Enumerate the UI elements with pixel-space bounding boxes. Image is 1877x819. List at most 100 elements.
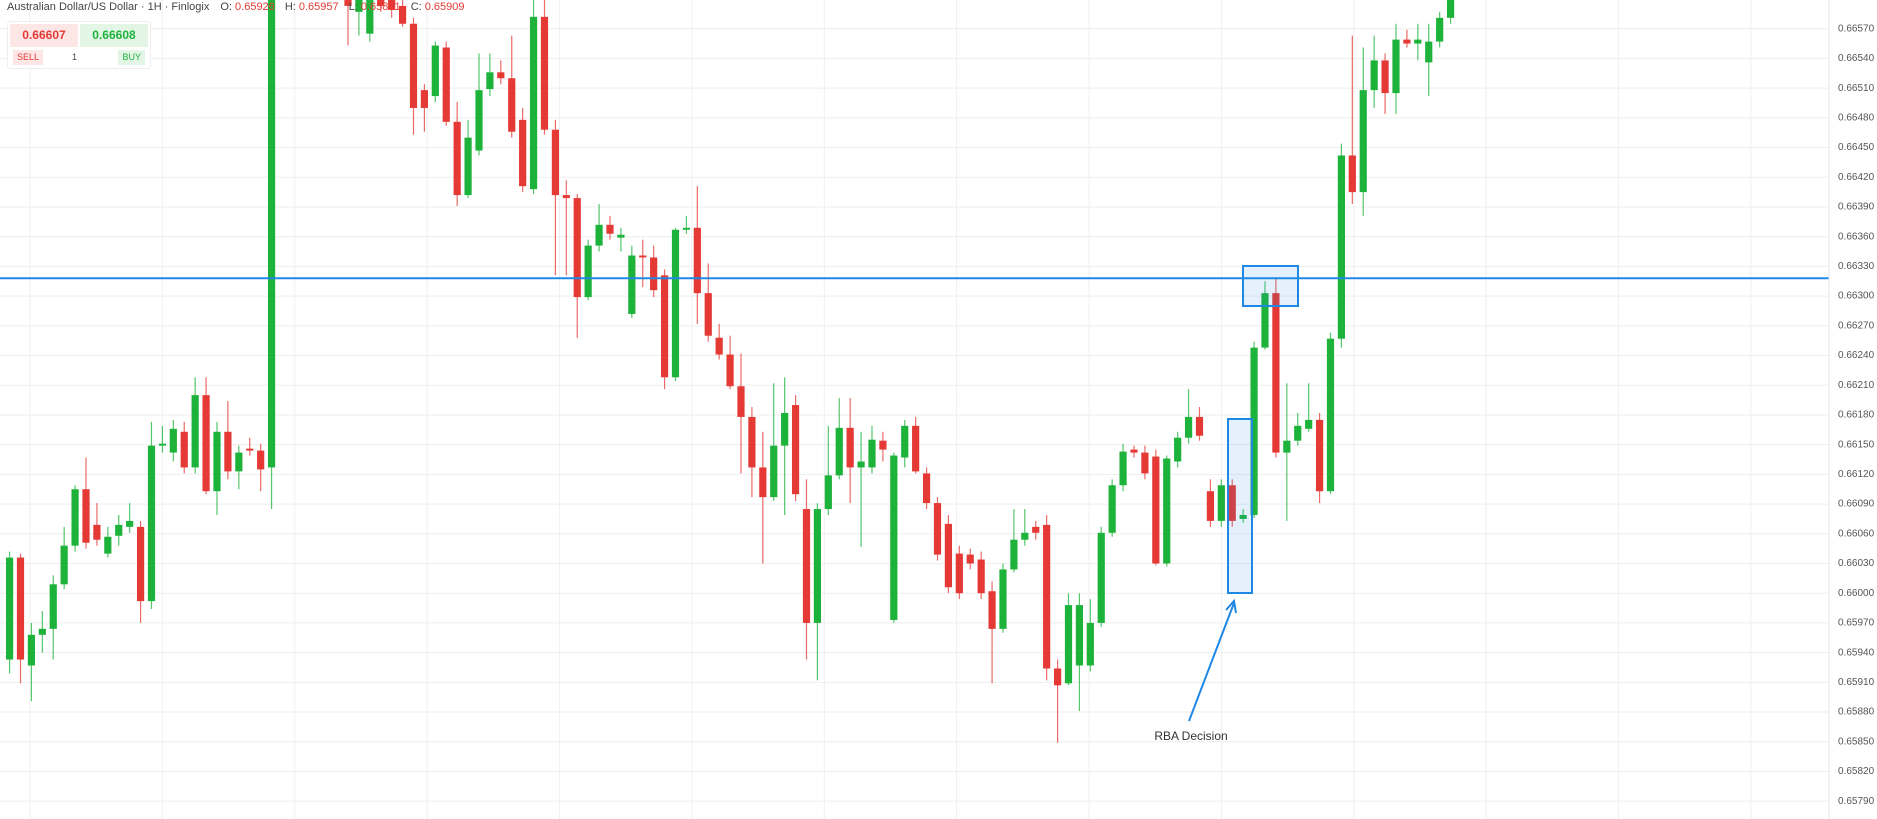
candle-body <box>944 523 953 588</box>
candle-body <box>1239 514 1247 519</box>
candle-body <box>38 628 46 635</box>
candle-body <box>606 224 614 234</box>
candle-body <box>1010 539 1018 570</box>
candle-body <box>540 16 549 130</box>
candle-body <box>922 473 931 504</box>
candle-body <box>1272 293 1280 453</box>
candle-body <box>1021 532 1029 540</box>
candle-body <box>1064 605 1073 684</box>
candle-body <box>1195 416 1204 436</box>
candle-body <box>1359 90 1367 193</box>
candle-body <box>1119 451 1127 486</box>
y-tick-label: 0.66330 <box>1838 261 1875 272</box>
trade-panel: 0.66607 0.66608 SELL 1 BUY <box>7 21 151 69</box>
candle-body <box>104 536 112 554</box>
candle-body <box>1130 449 1138 453</box>
candle-body <box>1348 155 1356 193</box>
ohlc-value: 0.65957 <box>298 1 339 13</box>
candle-body <box>1261 293 1269 348</box>
y-tick-label: 0.66120 <box>1838 469 1875 480</box>
candle-body <box>1228 485 1236 521</box>
candles <box>0 0 1829 743</box>
candle-body <box>846 427 854 468</box>
candle-body <box>191 395 199 468</box>
candle-body <box>136 526 145 602</box>
candle-body <box>726 354 734 387</box>
y-tick-label: 0.66030 <box>1838 558 1875 569</box>
candle-body <box>126 520 134 527</box>
candle-body <box>584 245 592 298</box>
candle-body <box>813 509 822 623</box>
candle-body <box>890 455 898 620</box>
candle-body <box>824 475 832 510</box>
annotation-arrow <box>1188 602 1235 722</box>
y-tick-label: 0.65910 <box>1838 677 1875 688</box>
y-tick-label: 0.65940 <box>1838 647 1875 658</box>
highlight-box <box>1242 265 1299 307</box>
candle-body <box>1425 41 1433 63</box>
candle-body <box>27 634 36 666</box>
y-tick-label: 0.66360 <box>1838 231 1875 242</box>
candle-body <box>442 47 450 122</box>
candle-body <box>60 545 68 585</box>
y-tick-label: 0.65820 <box>1838 766 1875 777</box>
candle-body <box>933 503 942 555</box>
candle-body <box>999 569 1007 629</box>
candle-body <box>1075 605 1084 666</box>
symbol-header: Australian Dollar/US Dollar · 1H · Finlo… <box>7 1 471 13</box>
candle-body <box>5 557 14 660</box>
y-tick-label: 0.66270 <box>1838 320 1875 331</box>
candle-body <box>1446 0 1455 18</box>
candle-body <box>1032 526 1040 533</box>
y-tick-label: 0.66450 <box>1838 142 1875 153</box>
candle-body <box>158 443 167 446</box>
quantity[interactable]: 1 <box>72 52 78 62</box>
y-tick-label: 0.65970 <box>1838 618 1875 629</box>
candle-body <box>857 461 865 468</box>
y-tick-label: 0.66480 <box>1838 112 1875 123</box>
candle-body <box>355 0 363 12</box>
candle-body <box>682 227 691 230</box>
y-tick-label: 0.66390 <box>1838 202 1875 213</box>
candle-body <box>1184 416 1193 438</box>
candle-body <box>464 137 472 196</box>
candle-body <box>202 395 210 492</box>
candle-body <box>671 229 680 378</box>
candle-body <box>508 78 516 132</box>
candle-body <box>1315 419 1324 492</box>
buy-price[interactable]: 0.66608 <box>80 24 148 47</box>
ohlc-value: 0.65881 <box>360 1 401 13</box>
candle-body <box>235 452 243 472</box>
ohlc-value: 0.65926 <box>235 1 275 13</box>
candle-body <box>388 0 396 10</box>
candle-body <box>475 90 483 151</box>
ohlc-value: 0.65909 <box>424 1 465 13</box>
candle-body <box>420 90 429 108</box>
price-axis: 0.65790 0.65820 0.65850 0.65880 0.65910 0.659… <box>1828 0 1875 819</box>
sell-price[interactable]: 0.66607 <box>10 24 78 47</box>
candle-body <box>147 445 156 602</box>
candle-body <box>1326 338 1335 492</box>
candle-body <box>519 119 527 187</box>
candle-body <box>1283 440 1291 453</box>
candle-body <box>1370 60 1378 91</box>
buy-button[interactable]: BUY <box>118 50 145 65</box>
candle-body <box>988 591 996 629</box>
candle-body <box>1414 39 1422 44</box>
sell-button[interactable]: SELL <box>13 50 44 65</box>
grid <box>0 0 1829 819</box>
candle-body <box>802 509 811 623</box>
candle-body <box>759 467 767 498</box>
candle-body <box>71 489 79 546</box>
candle-body <box>1250 347 1258 515</box>
candle-body <box>595 224 603 246</box>
ohlc-label: L: <box>348 1 358 13</box>
candle-body <box>246 448 254 451</box>
candle-body <box>1294 425 1302 441</box>
candle-body <box>529 16 538 190</box>
y-tick-label: 0.66180 <box>1838 410 1875 421</box>
candle-body <box>93 524 101 540</box>
candle-body <box>1053 668 1062 686</box>
highlight-box <box>1227 418 1253 594</box>
